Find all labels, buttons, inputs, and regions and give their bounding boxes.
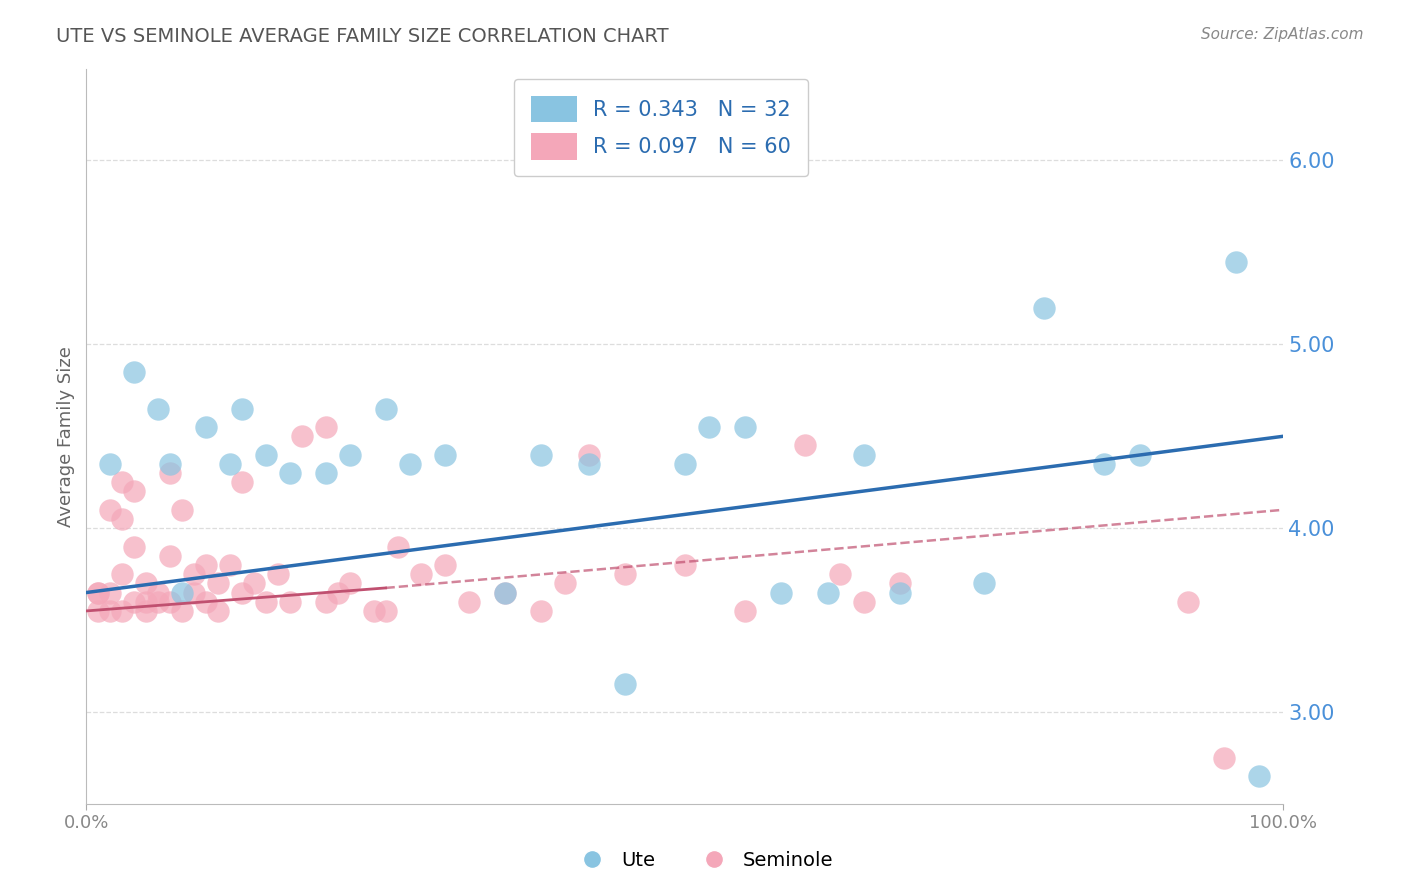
Point <box>411 567 433 582</box>
Point <box>673 558 696 572</box>
Point <box>219 457 242 471</box>
Legend: R = 0.343   N = 32, R = 0.097   N = 60: R = 0.343 N = 32, R = 0.097 N = 60 <box>515 78 808 177</box>
Point <box>111 567 134 582</box>
Point <box>1249 769 1271 783</box>
Point <box>673 457 696 471</box>
Point <box>769 585 792 599</box>
Point <box>817 585 839 599</box>
Point <box>1092 457 1115 471</box>
Point <box>1225 254 1247 268</box>
Point <box>1177 595 1199 609</box>
Point <box>195 420 218 434</box>
Point <box>315 420 337 434</box>
Point <box>387 540 409 554</box>
Point <box>339 448 361 462</box>
Point <box>267 567 290 582</box>
Point <box>231 475 253 490</box>
Point <box>853 595 876 609</box>
Point <box>159 457 181 471</box>
Point <box>889 576 911 591</box>
Point <box>195 558 218 572</box>
Point <box>374 401 396 416</box>
Point <box>1033 301 1056 315</box>
Point <box>326 585 349 599</box>
Point <box>614 677 637 691</box>
Point <box>87 585 110 599</box>
Point <box>374 604 396 618</box>
Point <box>363 604 385 618</box>
Point <box>87 585 110 599</box>
Point <box>697 420 720 434</box>
Point <box>530 604 553 618</box>
Point <box>243 576 266 591</box>
Point <box>135 576 157 591</box>
Point <box>170 585 193 599</box>
Point <box>315 466 337 480</box>
Point <box>146 401 169 416</box>
Point <box>159 466 181 480</box>
Point <box>111 475 134 490</box>
Point <box>614 567 637 582</box>
Point <box>207 576 229 591</box>
Point <box>111 512 134 526</box>
Point <box>458 595 481 609</box>
Y-axis label: Average Family Size: Average Family Size <box>58 346 75 526</box>
Point <box>159 549 181 563</box>
Point <box>231 585 253 599</box>
Point <box>254 595 277 609</box>
Point <box>87 604 110 618</box>
Point <box>578 448 600 462</box>
Point <box>183 567 205 582</box>
Point <box>254 448 277 462</box>
Point <box>889 585 911 599</box>
Point <box>853 448 876 462</box>
Point <box>122 540 145 554</box>
Point <box>98 604 121 618</box>
Point <box>1212 751 1234 765</box>
Point <box>146 585 169 599</box>
Point <box>793 438 815 452</box>
Point <box>98 457 121 471</box>
Point <box>183 585 205 599</box>
Point <box>195 595 218 609</box>
Text: Source: ZipAtlas.com: Source: ZipAtlas.com <box>1201 27 1364 42</box>
Point <box>219 558 242 572</box>
Point <box>734 604 756 618</box>
Point <box>291 429 314 443</box>
Point <box>398 457 420 471</box>
Point <box>578 457 600 471</box>
Point <box>135 604 157 618</box>
Point <box>278 595 301 609</box>
Point <box>170 604 193 618</box>
Point <box>315 595 337 609</box>
Point <box>207 604 229 618</box>
Point <box>494 585 516 599</box>
Point <box>530 448 553 462</box>
Legend: Ute, Seminole: Ute, Seminole <box>565 843 841 878</box>
Point <box>434 558 457 572</box>
Point <box>98 585 121 599</box>
Point <box>231 401 253 416</box>
Point <box>111 604 134 618</box>
Point <box>734 420 756 434</box>
Point <box>170 503 193 517</box>
Point <box>159 595 181 609</box>
Point <box>339 576 361 591</box>
Point <box>554 576 576 591</box>
Point <box>98 503 121 517</box>
Text: UTE VS SEMINOLE AVERAGE FAMILY SIZE CORRELATION CHART: UTE VS SEMINOLE AVERAGE FAMILY SIZE CORR… <box>56 27 669 45</box>
Point <box>434 448 457 462</box>
Point <box>122 365 145 379</box>
Point <box>830 567 852 582</box>
Point <box>973 576 995 591</box>
Point <box>1129 448 1152 462</box>
Point <box>135 595 157 609</box>
Point <box>146 595 169 609</box>
Point <box>122 484 145 499</box>
Point <box>122 595 145 609</box>
Point <box>278 466 301 480</box>
Point <box>494 585 516 599</box>
